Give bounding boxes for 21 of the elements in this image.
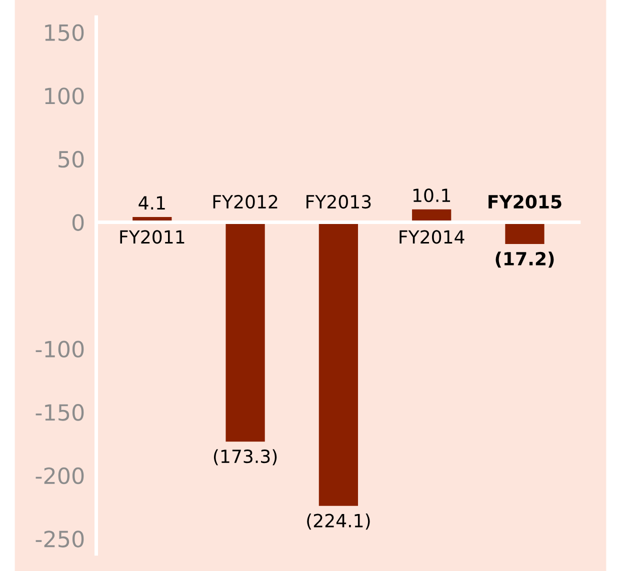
data-label: 4.1 [138, 196, 165, 210]
y-tick-label: 0 [72, 214, 84, 231]
y-tick-label: -150 [36, 404, 84, 421]
y-tick-label: 100 [45, 88, 84, 104]
data-label: 10.1 [413, 188, 450, 202]
data-label: (224.1) [307, 514, 370, 530]
y-tick-label: 150 [45, 24, 84, 42]
y-tick-label: -100 [36, 340, 84, 358]
x-tick-label: FY2013 [306, 194, 371, 209]
y-tick-label: -200 [36, 467, 84, 484]
bar [505, 222, 544, 244]
bar [226, 222, 265, 442]
x-tick-label: FY2015 [488, 194, 562, 209]
bar [318, 222, 358, 506]
x-tick-label: FY2012 [213, 194, 278, 209]
y-tick-label: -250 [36, 530, 84, 548]
x-tick-label: FY2014 [400, 230, 464, 244]
data-label: (17.2) [496, 252, 554, 268]
y-tick-label: 50 [58, 150, 84, 168]
x-tick-label: FY2011 [120, 230, 184, 244]
data-label: (173.3) [214, 449, 277, 466]
